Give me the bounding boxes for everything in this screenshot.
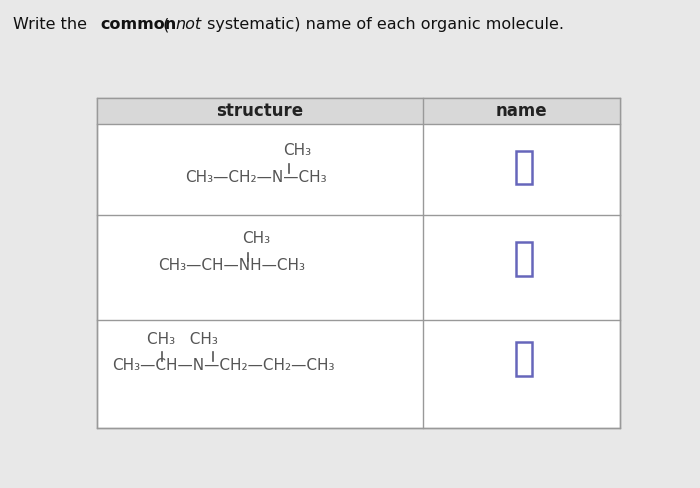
Text: CH₃—CH—NH—CH₃: CH₃—CH—NH—CH₃: [158, 259, 305, 273]
Text: CH₃   CH₃: CH₃ CH₃: [147, 332, 218, 347]
Bar: [97, 98, 620, 124]
Text: systematic) name of each organic molecule.: systematic) name of each organic molecul…: [202, 17, 564, 32]
Text: common: common: [100, 17, 176, 32]
Text: name: name: [496, 102, 547, 120]
Bar: [516, 242, 533, 276]
Text: CH₃: CH₃: [283, 143, 311, 158]
Text: CH₃—CH₂—N—CH₃: CH₃—CH₂—N—CH₃: [185, 170, 327, 185]
Text: CH₃: CH₃: [242, 231, 270, 246]
Bar: [516, 151, 533, 184]
Text: structure: structure: [216, 102, 304, 120]
Text: Write the: Write the: [13, 17, 92, 32]
Bar: [97, 98, 620, 427]
Text: CH₃—CH—N—CH₂—CH₂—CH₃: CH₃—CH—N—CH₂—CH₂—CH₃: [112, 358, 335, 373]
Text: (: (: [158, 17, 169, 32]
Bar: [516, 342, 533, 376]
Text: not: not: [176, 17, 202, 32]
